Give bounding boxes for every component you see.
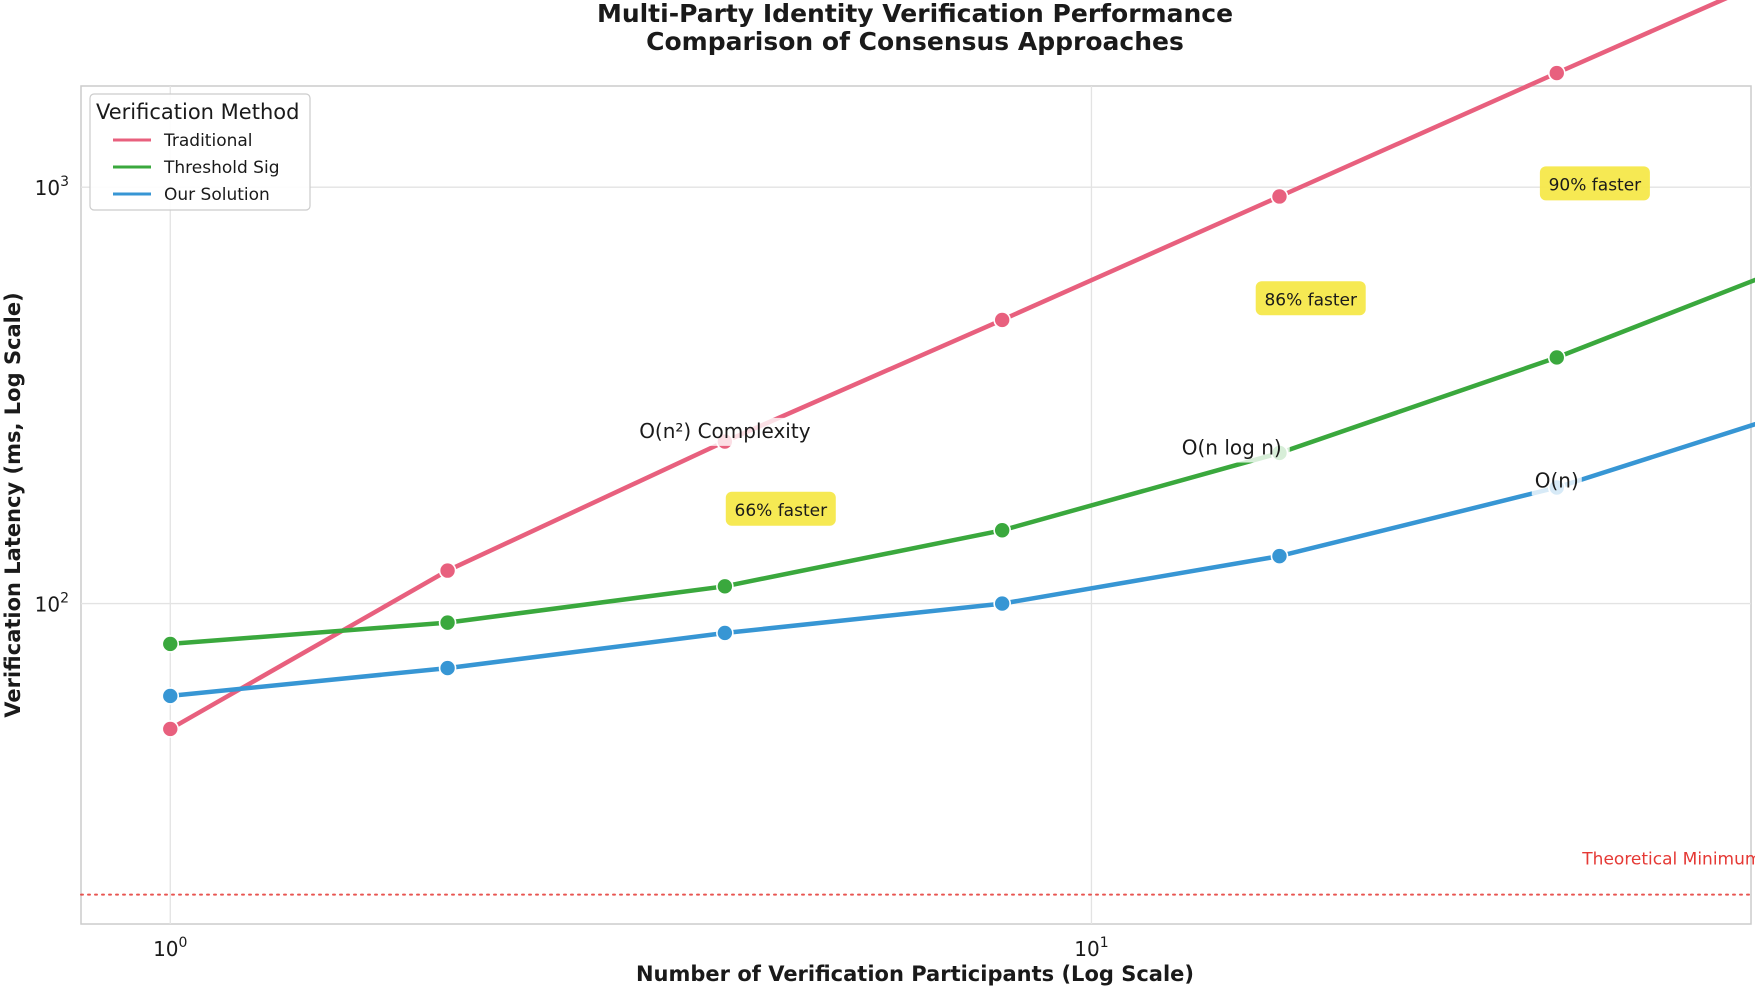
- y-tick-label: 103: [35, 174, 69, 200]
- y-tick-base: 10: [35, 176, 60, 200]
- legend-item-label: Threshold Sig: [163, 158, 280, 178]
- complexity-annotation: O(n): [1535, 469, 1579, 493]
- data-point: [438, 561, 457, 580]
- legend-item-label: Our Solution: [164, 185, 270, 205]
- annotations-group: O(n²) Complexity O(n log n) O(n) 66% faster…: [633, 166, 1650, 526]
- reference-line-group: Theoretical Minimum Latency: [80, 850, 1755, 896]
- data-point: [716, 577, 734, 596]
- x-tick-exponent: 1: [1100, 935, 1109, 951]
- speedup-badge-label: 86% faster: [1264, 290, 1357, 310]
- plot-area: [80, 85, 1752, 925]
- data-point: [993, 521, 1011, 540]
- annotation-background: [633, 417, 816, 446]
- data-point: [161, 687, 180, 705]
- x-tick-label: 101: [1074, 935, 1108, 961]
- y-tick-exponent: 2: [60, 591, 69, 607]
- legend: Verification Method Traditional Threshold…: [89, 93, 311, 211]
- data-point: [161, 635, 180, 653]
- x-tick-label: 100: [153, 935, 187, 961]
- complexity-annotation: O(n²) Complexity: [639, 419, 811, 443]
- y-tick-label: 102: [35, 591, 69, 617]
- x-tick-base: 10: [1074, 937, 1099, 961]
- speedup-badge: [725, 491, 836, 526]
- data-point: [993, 594, 1011, 613]
- data-point: [1270, 547, 1289, 565]
- annotation-background: [1173, 434, 1290, 463]
- speedup-badge-label: 66% faster: [735, 501, 828, 521]
- data-point: [1270, 187, 1289, 206]
- y-tick-exponent: 3: [60, 174, 69, 190]
- data-point: [993, 311, 1011, 329]
- speedup-badge: [1539, 166, 1650, 201]
- data-point: [161, 720, 180, 738]
- data-point: [1547, 64, 1566, 82]
- legend-box: [89, 93, 311, 211]
- y-axis-label: Verification Latency (ms, Log Scale): [1, 292, 25, 717]
- chart-title: Multi-Party Identity Verification Perfor…: [597, 0, 1233, 28]
- x-tick-base: 10: [153, 937, 178, 961]
- data-point: [716, 624, 734, 642]
- complexity-annotation: O(n log n): [1182, 436, 1282, 460]
- y-tick-base: 10: [35, 593, 60, 617]
- annotation-background: [1531, 467, 1582, 496]
- x-axis-label: Number of Verification Participants (Log…: [636, 962, 1194, 986]
- data-point: [1547, 348, 1566, 367]
- chart-subtitle: Comparison of Consensus Approaches: [646, 27, 1184, 56]
- grid-lines: [81, 86, 1751, 924]
- speedup-badge-label: 90% faster: [1549, 175, 1642, 195]
- reference-line-label: Theoretical Minimum Latency: [1581, 850, 1755, 870]
- data-point: [438, 613, 457, 632]
- x-tick-exponent: 0: [179, 935, 188, 951]
- data-point: [438, 659, 457, 677]
- speedup-badge: [1255, 281, 1366, 316]
- legend-item-label: Traditional: [163, 131, 253, 151]
- legend-title: Verification Method: [96, 100, 299, 124]
